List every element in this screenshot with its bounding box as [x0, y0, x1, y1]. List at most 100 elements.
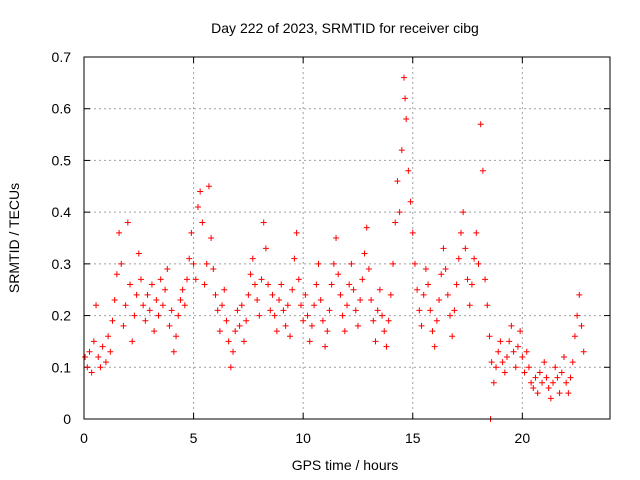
- data-point: [379, 312, 386, 319]
- data-point: [236, 322, 243, 329]
- x-tick-label: 10: [295, 430, 311, 446]
- data-point: [131, 312, 138, 319]
- data-point: [322, 343, 329, 350]
- data-point: [188, 229, 195, 236]
- data-point: [344, 302, 350, 309]
- data-point: [120, 322, 127, 329]
- data-point: [429, 328, 436, 335]
- data-point: [558, 369, 565, 376]
- data-point: [433, 317, 440, 324]
- data-point: [203, 260, 210, 267]
- y-axis-label: SRMTID / TECUs: [6, 183, 22, 293]
- data-point: [212, 291, 219, 298]
- data-point: [438, 271, 445, 278]
- data-point: [499, 359, 506, 366]
- data-point: [173, 333, 180, 340]
- data-point: [447, 312, 454, 319]
- data-point: [137, 276, 144, 283]
- data-point: [374, 307, 381, 314]
- data-point: [578, 322, 585, 329]
- data-point: [490, 379, 497, 386]
- data-point: [84, 364, 91, 371]
- axis-ticks: 0 0.1 0.2 0.3 0.4 0.5 0.6 0.7 0 5 10 15 20: [52, 49, 610, 446]
- data-point: [473, 229, 480, 236]
- data-point: [567, 374, 574, 381]
- data-point: [249, 255, 256, 262]
- data-point: [525, 364, 532, 371]
- data-point: [554, 374, 561, 381]
- data-point: [199, 219, 206, 226]
- data-point: [129, 338, 136, 345]
- data-point: [162, 286, 169, 293]
- data-point: [425, 281, 432, 288]
- data-point: [541, 359, 548, 366]
- data-point: [574, 312, 581, 319]
- data-point: [471, 255, 478, 262]
- data-point: [493, 364, 500, 371]
- data-point: [238, 302, 245, 309]
- data-point: [501, 369, 508, 376]
- data-point: [370, 317, 377, 324]
- data-point: [223, 317, 230, 324]
- data-point: [352, 307, 359, 314]
- data-point: [416, 307, 423, 314]
- y-tick-label: 0: [63, 411, 71, 427]
- data-point: [453, 281, 460, 288]
- data-point: [111, 297, 118, 304]
- data-point: [545, 384, 552, 391]
- data-point: [99, 343, 106, 350]
- data-point: [569, 359, 576, 366]
- data-point: [376, 286, 383, 293]
- data-point: [514, 343, 521, 350]
- data-point: [300, 317, 307, 324]
- data-point: [295, 276, 302, 283]
- data-point: [442, 266, 449, 273]
- data-point: [482, 276, 489, 283]
- data-point: [201, 281, 208, 288]
- data-point: [398, 147, 405, 154]
- data-point: [140, 302, 147, 309]
- data-point: [86, 348, 93, 355]
- data-point: [390, 260, 397, 267]
- data-point: [225, 338, 232, 345]
- data-point: [414, 286, 421, 293]
- data-point: [466, 302, 473, 309]
- data-point: [387, 291, 394, 298]
- data-point: [227, 364, 234, 371]
- data-point: [287, 333, 294, 340]
- data-point: [308, 322, 315, 329]
- data-point: [521, 369, 528, 376]
- data-point: [260, 219, 267, 226]
- data-point: [392, 219, 399, 226]
- data-point: [411, 260, 418, 267]
- data-point: [208, 235, 215, 241]
- data-point: [109, 317, 116, 324]
- data-point: [560, 353, 567, 360]
- data-point: [486, 333, 493, 340]
- data-point: [543, 374, 550, 381]
- data-point: [536, 369, 543, 376]
- data-point: [267, 307, 274, 314]
- data-point: [580, 348, 587, 355]
- data-point: [306, 338, 313, 345]
- data-point: [563, 379, 570, 386]
- data-point: [194, 203, 201, 210]
- data-point: [90, 338, 97, 345]
- data-point: [256, 312, 263, 319]
- data-point: [534, 390, 541, 397]
- data-point: [436, 297, 443, 304]
- data-point: [186, 255, 193, 262]
- data-point: [221, 286, 228, 293]
- data-point: [297, 302, 304, 309]
- data-point: [219, 302, 226, 309]
- data-point: [144, 291, 151, 298]
- data-point: [365, 266, 372, 273]
- data-point: [530, 384, 537, 391]
- data-point: [315, 260, 322, 267]
- data-point: [232, 328, 239, 335]
- data-point: [532, 374, 539, 381]
- data-point: [368, 297, 375, 304]
- data-point: [420, 291, 427, 298]
- data-point: [230, 348, 237, 355]
- grid: [83, 56, 610, 420]
